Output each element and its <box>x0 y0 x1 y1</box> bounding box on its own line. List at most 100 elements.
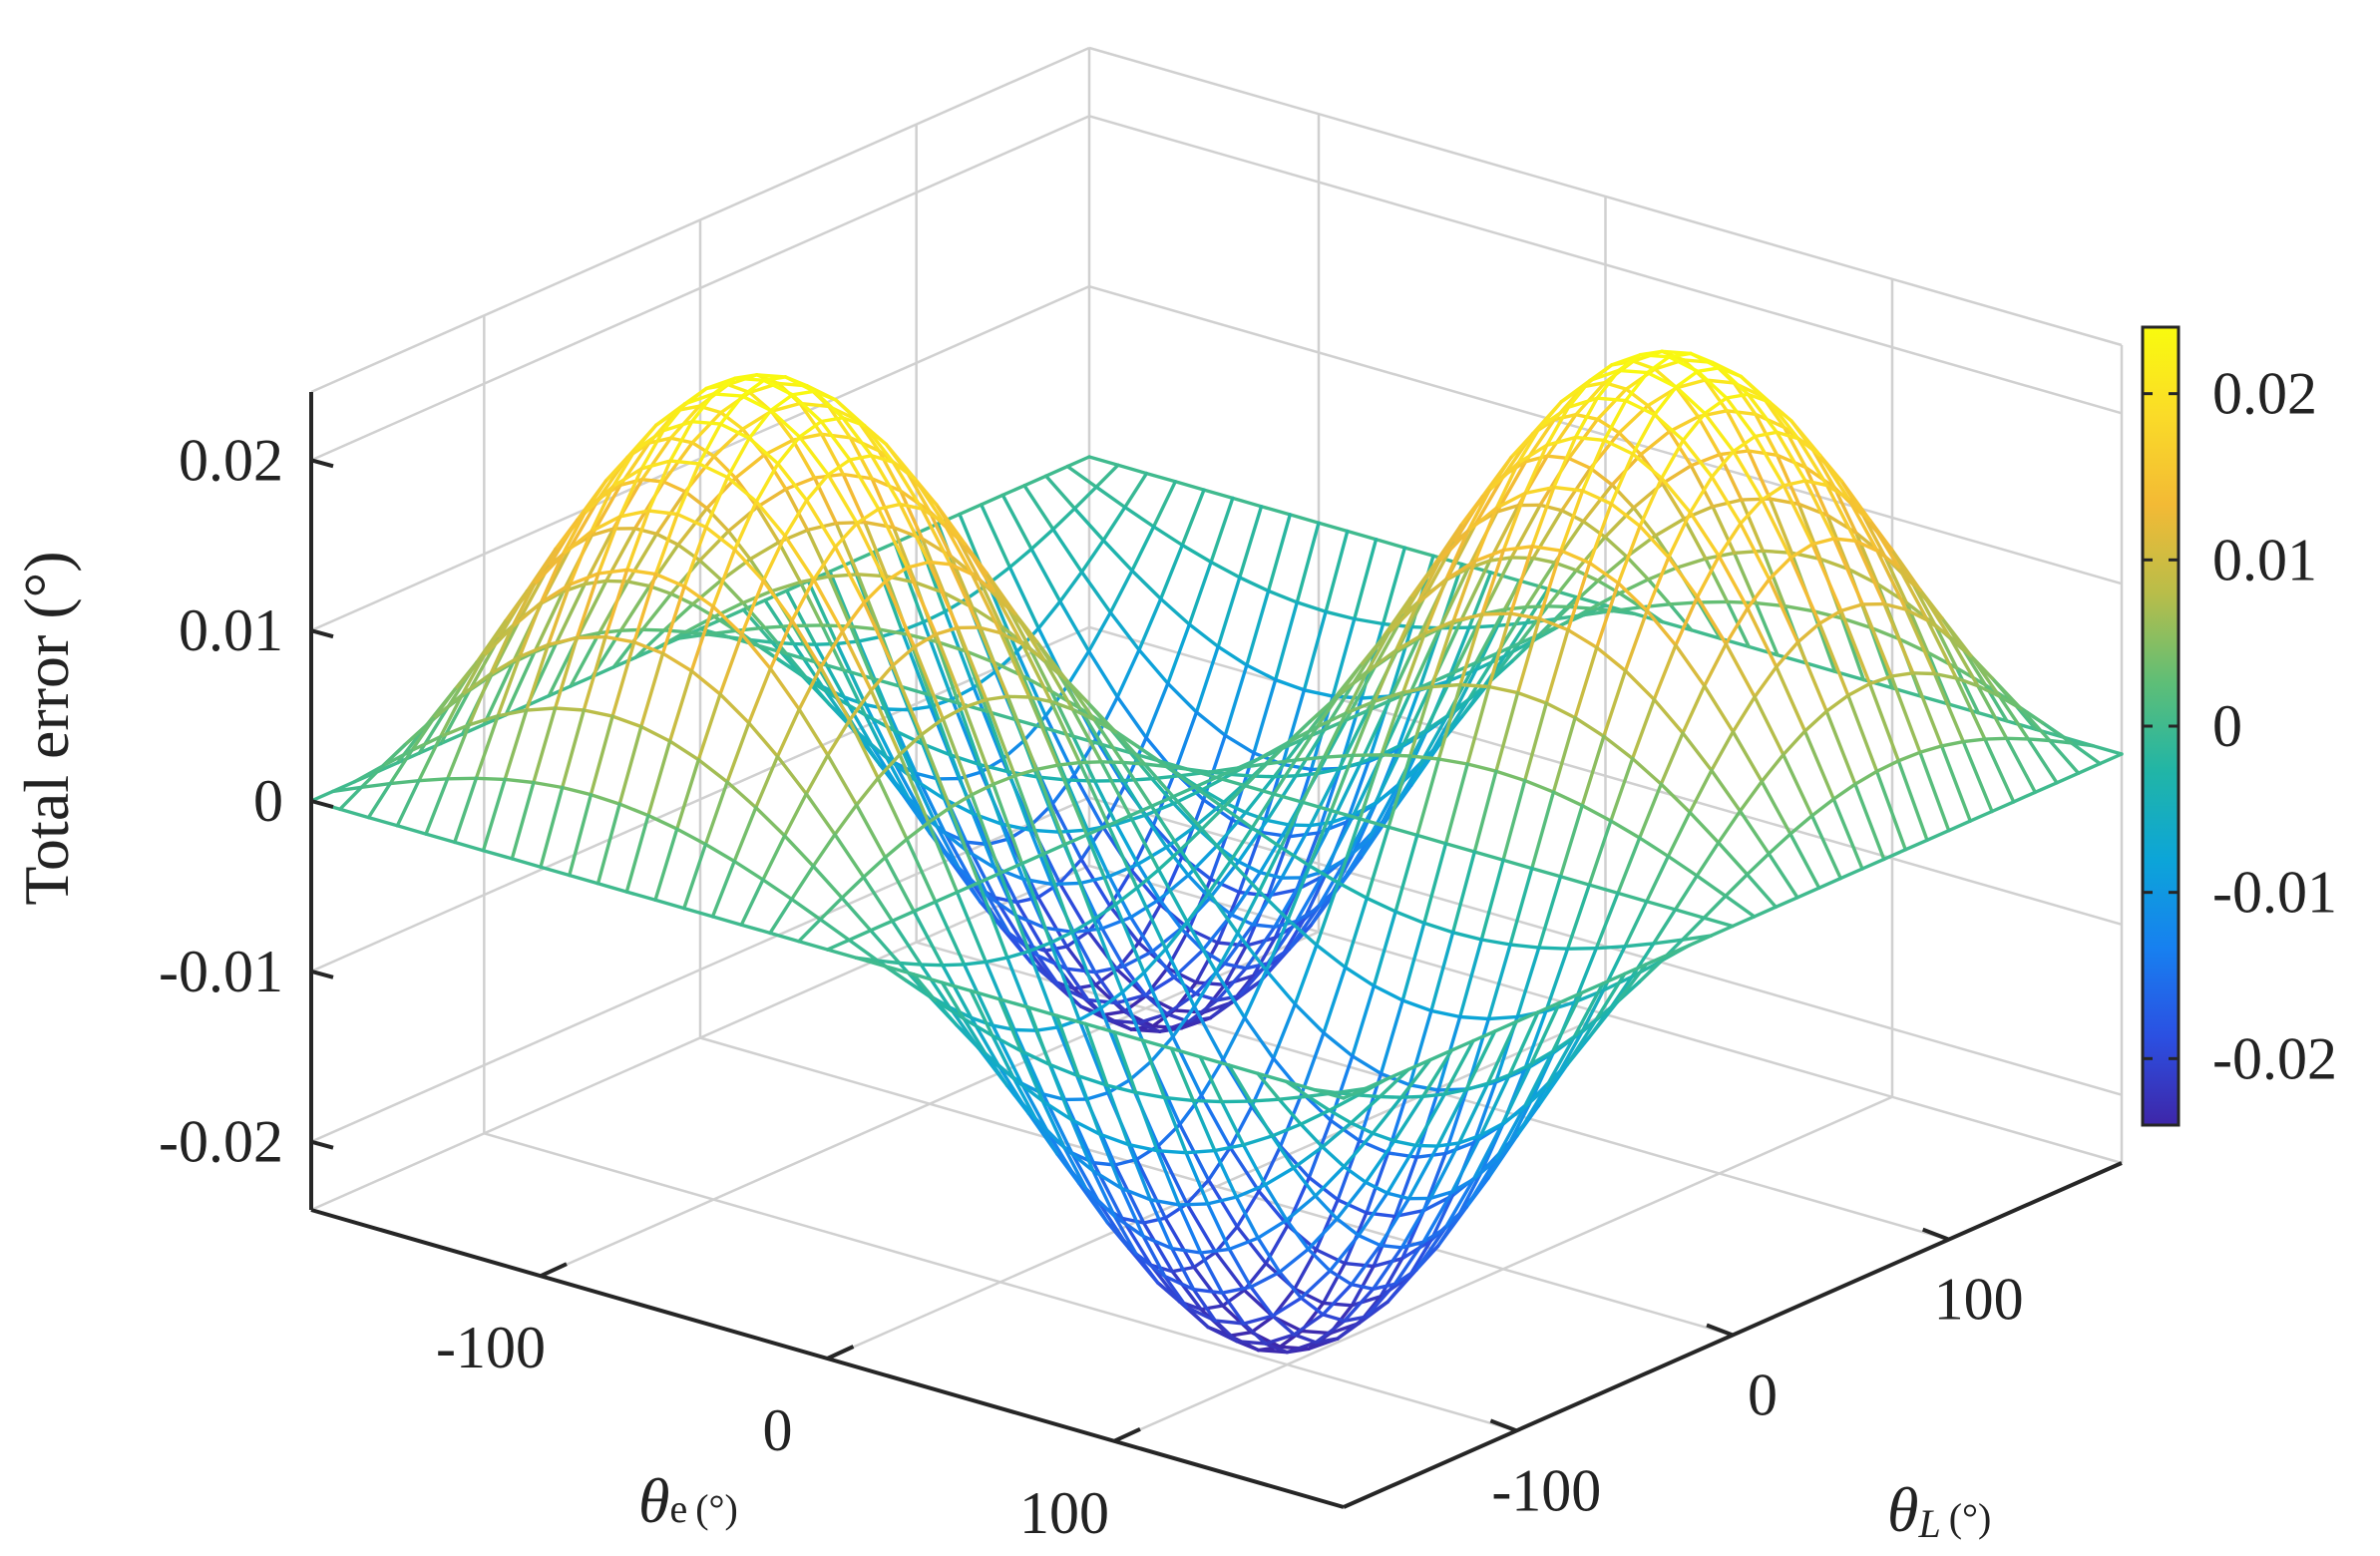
mesh-segment <box>1530 866 1563 879</box>
mesh-segment <box>1229 772 1255 778</box>
mesh-segment <box>919 963 945 968</box>
mesh-segment <box>1500 1062 1533 1126</box>
mesh-segment <box>913 581 946 594</box>
mesh-segment <box>1709 924 1735 938</box>
mesh-segment <box>1522 701 1549 783</box>
mesh-segment <box>660 584 686 655</box>
mesh-segment <box>762 378 795 397</box>
mesh-segment <box>1300 1030 1326 1095</box>
mesh-segment <box>1882 554 1908 604</box>
mesh-segment <box>705 628 738 636</box>
mesh-segment <box>1552 413 1578 422</box>
mesh-segment <box>1069 1117 1102 1136</box>
mesh-segment <box>991 1033 1016 1081</box>
mesh-segment <box>1889 674 1922 754</box>
mesh-segment <box>985 709 1010 774</box>
mesh-segment <box>840 629 873 692</box>
mesh-segment <box>1392 1155 1419 1219</box>
mesh-segment <box>1616 836 1642 896</box>
mesh-segment <box>1688 810 1721 845</box>
mesh-segment <box>1351 753 1384 757</box>
mesh-segment <box>1216 576 1242 648</box>
mesh-segment <box>841 472 874 481</box>
mesh-segment <box>1485 1019 1519 1085</box>
mesh-segment <box>639 724 672 743</box>
mesh-segment <box>1277 1097 1303 1126</box>
mesh-segment <box>1084 823 1110 837</box>
mesh-segment <box>1281 688 1307 766</box>
mesh-segment <box>1077 1006 1103 1022</box>
mesh-segment <box>1314 1319 1347 1345</box>
mesh-segment <box>1143 813 1169 850</box>
mesh-segment <box>1243 762 1269 788</box>
z-tick-label: 0.02 <box>179 427 283 493</box>
mesh-segment <box>905 820 931 841</box>
mesh-segment <box>359 781 392 789</box>
mesh-segment <box>1149 1034 1175 1063</box>
mesh-segment <box>1753 430 1779 439</box>
mesh-segment <box>1603 506 1636 540</box>
mesh-segment <box>1667 355 1700 373</box>
mesh-segment <box>1667 556 1700 599</box>
mesh-segment <box>568 572 600 586</box>
mesh-segment <box>338 785 364 811</box>
mesh-segment <box>1775 664 1807 733</box>
mesh-segment <box>1479 938 1512 947</box>
mesh-segment <box>842 668 875 680</box>
mesh-segment <box>768 897 794 936</box>
mesh-segment <box>992 588 1024 646</box>
mesh-segment <box>1538 503 1564 513</box>
mesh-segment <box>1012 774 1045 856</box>
mesh-segment <box>1345 759 1371 824</box>
mesh-segment <box>1746 392 1772 404</box>
mesh-segment <box>1265 740 1291 766</box>
mesh-segment <box>1674 594 1700 647</box>
mesh-segment <box>1027 695 1060 767</box>
mesh-segment <box>935 825 961 870</box>
mesh-segment <box>991 1023 1023 1085</box>
mesh-segment <box>1293 1287 1326 1306</box>
mesh-segment <box>668 459 701 466</box>
mesh-segment <box>539 865 572 878</box>
mesh-segment <box>1141 1038 1167 1100</box>
mesh-segment <box>1760 484 1786 502</box>
mesh-segment <box>1545 604 1572 609</box>
mesh-segment <box>1301 755 1327 804</box>
mesh-segment <box>1264 918 1290 972</box>
mesh-segment <box>835 641 868 707</box>
mesh-segment <box>532 780 565 790</box>
mesh-segment <box>1012 767 1038 778</box>
mesh-segment <box>783 498 809 538</box>
mesh-segment <box>711 548 737 608</box>
mesh-segment <box>1236 889 1262 936</box>
mesh-segment <box>1753 664 1779 699</box>
mesh-segment <box>481 777 507 853</box>
mesh-segment <box>1150 927 1183 954</box>
grid-edge <box>310 46 1090 394</box>
mesh-segment <box>590 527 615 538</box>
mesh-segment <box>1775 430 1807 483</box>
mesh-segment <box>460 671 493 697</box>
mesh-segment <box>1178 827 1204 852</box>
mesh-segment <box>710 915 743 927</box>
mesh-segment <box>1544 701 1577 720</box>
mesh-segment <box>1020 674 1046 730</box>
mesh-segment <box>876 776 909 841</box>
mesh-segment <box>876 752 902 780</box>
mesh-segment <box>1083 1021 1116 1034</box>
mesh-segment <box>661 420 694 433</box>
mesh-segment <box>1479 858 1505 942</box>
mesh-segment <box>811 832 837 868</box>
mesh-segment <box>1227 1063 1253 1103</box>
mesh-segment <box>1522 1009 1548 1072</box>
mesh-segment <box>1983 736 2009 741</box>
mesh-segment <box>1284 1079 1318 1092</box>
mesh-segment <box>1536 1000 1562 1014</box>
mesh-segment <box>1817 608 1843 625</box>
mesh-segment <box>1393 631 1427 652</box>
mesh-segment <box>1407 1083 1440 1092</box>
mesh-segment <box>1184 1305 1218 1323</box>
mesh-segment <box>639 429 665 471</box>
mesh-segment <box>453 840 486 853</box>
mesh-segment <box>1062 1145 1088 1191</box>
